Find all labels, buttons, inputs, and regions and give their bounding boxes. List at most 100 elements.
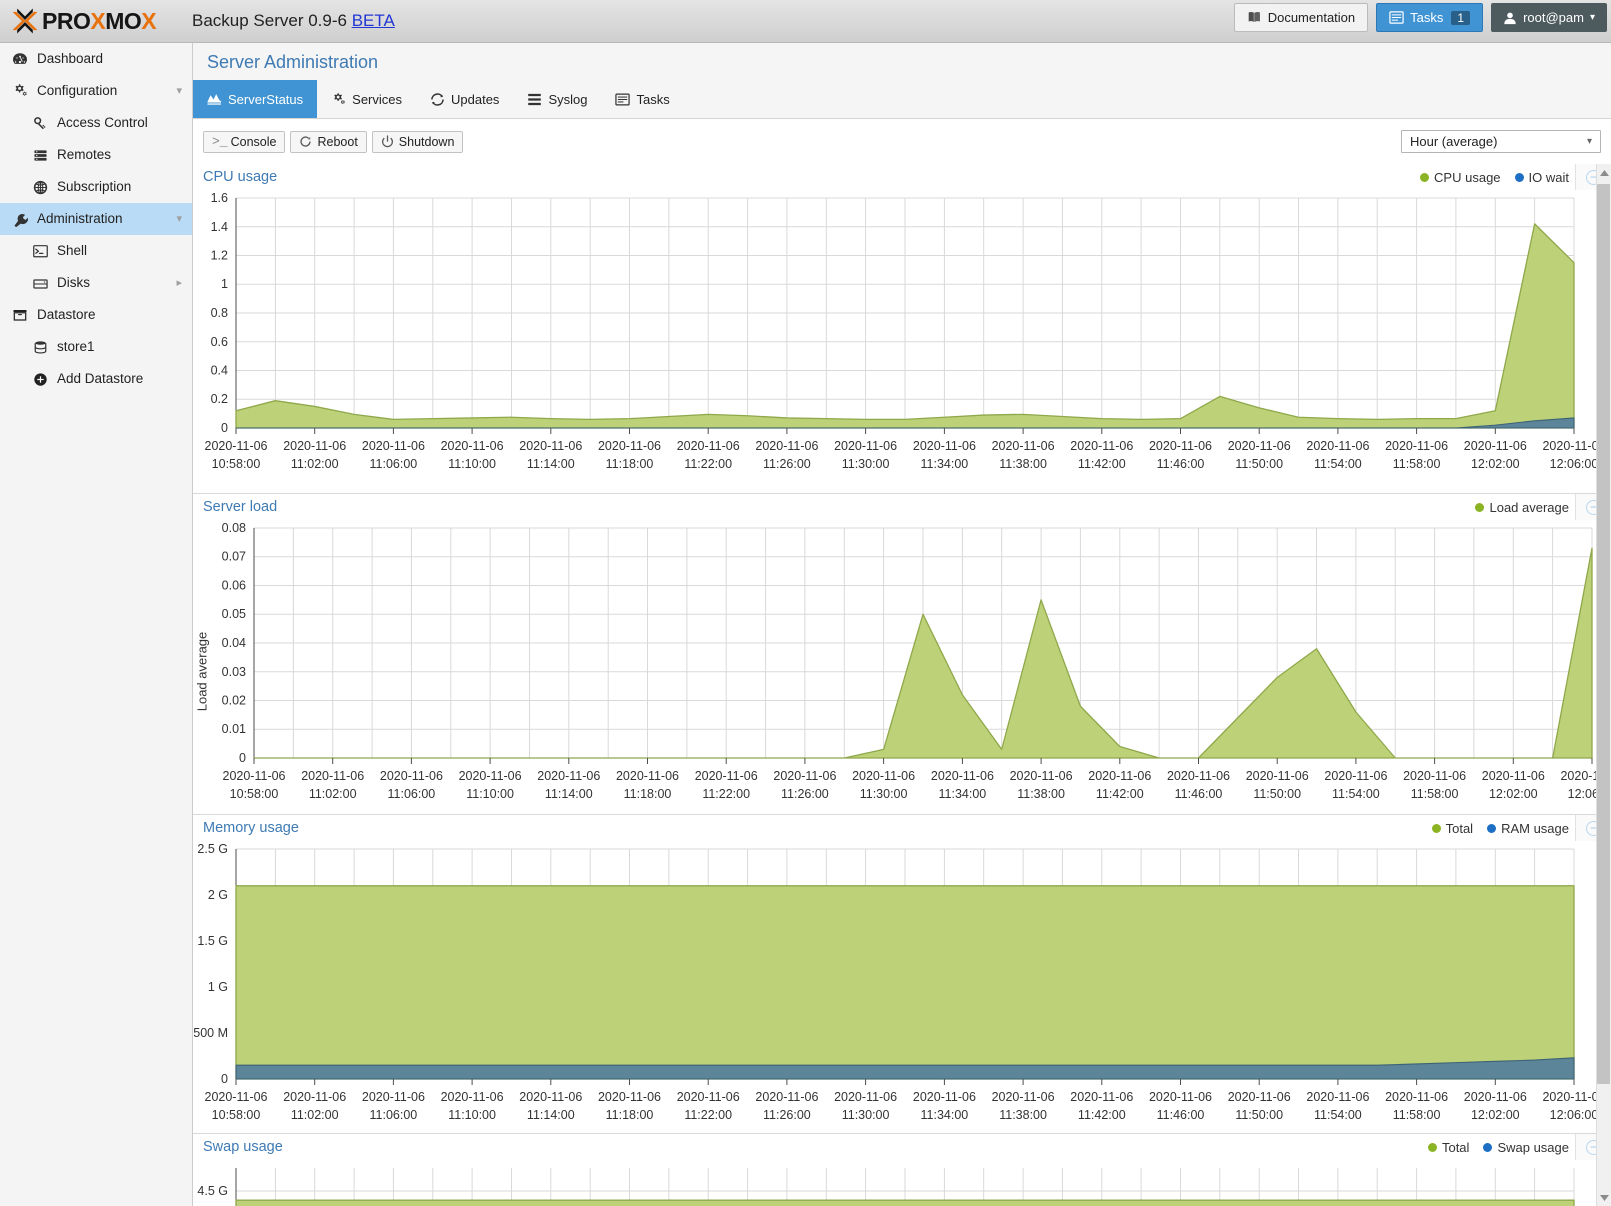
svg-text:12:02:00: 12:02:00 (1489, 787, 1538, 801)
svg-text:0: 0 (221, 1072, 228, 1086)
svg-text:0.01: 0.01 (222, 722, 246, 736)
svg-text:2020-11-06: 2020-11-06 (852, 769, 915, 783)
svg-text:11:22:00: 11:22:00 (684, 1108, 732, 1122)
svg-text:11:10:00: 11:10:00 (466, 787, 514, 801)
svg-text:1.6: 1.6 (211, 191, 228, 205)
svg-text:2.5 G: 2.5 G (197, 842, 228, 856)
svg-text:2020-11-06: 2020-11-06 (598, 439, 661, 453)
svg-text:2020-11-06: 2020-11-06 (537, 769, 600, 783)
svg-text:11:50:00: 11:50:00 (1235, 1108, 1283, 1122)
svg-text:11:14:00: 11:14:00 (545, 787, 593, 801)
svg-text:2020-11-06: 2020-11-06 (1088, 769, 1151, 783)
svg-text:12:06:00: 12:06:00 (1550, 457, 1599, 471)
svg-text:11:30:00: 11:30:00 (860, 787, 908, 801)
svg-text:11:46:00: 11:46:00 (1175, 787, 1223, 801)
svg-text:2020-11-06: 2020-11-06 (1385, 439, 1448, 453)
svg-text:0.03: 0.03 (222, 665, 246, 679)
svg-text:2020-11-06: 2020-11-06 (677, 1090, 740, 1104)
svg-text:2020-11-06: 2020-11-06 (598, 1090, 661, 1104)
svg-text:0: 0 (239, 751, 246, 765)
svg-text:2020-11-06: 2020-11-06 (992, 1090, 1055, 1104)
svg-text:2020-11-06: 2020-11-06 (519, 439, 582, 453)
svg-text:PROXMOX: PROXMOX (42, 8, 157, 34)
svg-text:11:06:00: 11:06:00 (370, 457, 418, 471)
svg-text:11:46:00: 11:46:00 (1157, 1108, 1205, 1122)
svg-text:2020-11-06: 2020-11-06 (695, 769, 758, 783)
svg-text:11:30:00: 11:30:00 (842, 1108, 890, 1122)
svg-text:0.8: 0.8 (211, 306, 228, 320)
svg-text:12:06:00: 12:06:00 (1550, 1108, 1599, 1122)
svg-text:11:54:00: 11:54:00 (1332, 787, 1380, 801)
svg-text:11:10:00: 11:10:00 (448, 457, 496, 471)
svg-text:12:02:00: 12:02:00 (1471, 1108, 1520, 1122)
svg-text:2020-11-06: 2020-11-06 (1070, 1090, 1133, 1104)
svg-text:10:58:00: 10:58:00 (212, 1108, 261, 1122)
svg-text:11:02:00: 11:02:00 (291, 1108, 339, 1122)
svg-text:11:22:00: 11:22:00 (702, 787, 750, 801)
svg-text:0.04: 0.04 (222, 636, 246, 650)
svg-text:2020-11-06: 2020-11-06 (283, 439, 346, 453)
svg-text:2020-11-06: 2020-11-06 (834, 1090, 897, 1104)
svg-text:2020-11-06: 2020-11-06 (773, 769, 836, 783)
svg-text:11:38:00: 11:38:00 (999, 1108, 1047, 1122)
svg-text:2020-11-06: 2020-11-06 (1228, 439, 1291, 453)
svg-text:2020-11-06: 2020-11-06 (931, 769, 994, 783)
svg-text:11:42:00: 11:42:00 (1096, 787, 1144, 801)
svg-text:2020-11-06: 2020-11-06 (362, 1090, 425, 1104)
svg-text:2020-11-06: 2020-11-06 (992, 439, 1055, 453)
svg-text:1: 1 (221, 277, 228, 291)
svg-text:2020-11-06: 2020-11-06 (301, 769, 364, 783)
svg-text:11:34:00: 11:34:00 (921, 457, 969, 471)
svg-text:11:26:00: 11:26:00 (763, 457, 811, 471)
svg-text:2020-11-06: 2020-11-06 (913, 439, 976, 453)
svg-text:11:30:00: 11:30:00 (842, 457, 890, 471)
svg-text:2020-11-06: 2020-11-06 (1403, 769, 1466, 783)
svg-text:11:18:00: 11:18:00 (606, 457, 654, 471)
svg-text:2020-11-06: 2020-11-06 (1228, 1090, 1291, 1104)
svg-text:2020-11-06: 2020-11-06 (677, 439, 740, 453)
svg-text:0: 0 (221, 421, 228, 435)
svg-text:1.5 G: 1.5 G (197, 934, 228, 948)
svg-text:11:06:00: 11:06:00 (388, 787, 436, 801)
svg-text:2020-11-06: 2020-11-06 (380, 769, 443, 783)
svg-text:1 G: 1 G (208, 980, 228, 994)
svg-text:11:58:00: 11:58:00 (1393, 1108, 1441, 1122)
svg-text:0.05: 0.05 (222, 607, 246, 621)
svg-text:4.5 G: 4.5 G (197, 1184, 228, 1198)
svg-text:500 M: 500 M (193, 1026, 228, 1040)
svg-text:11:22:00: 11:22:00 (684, 457, 732, 471)
svg-text:2020-11-06: 2020-11-06 (459, 769, 522, 783)
svg-text:2020-11-06: 2020-11-06 (519, 1090, 582, 1104)
svg-text:0.08: 0.08 (222, 521, 246, 535)
svg-text:1.4: 1.4 (211, 220, 228, 234)
svg-text:11:38:00: 11:38:00 (1017, 787, 1065, 801)
svg-text:11:14:00: 11:14:00 (527, 457, 575, 471)
svg-text:11:50:00: 11:50:00 (1235, 457, 1283, 471)
svg-text:11:02:00: 11:02:00 (291, 457, 339, 471)
svg-text:11:06:00: 11:06:00 (370, 1108, 418, 1122)
svg-text:2020-11-06: 2020-11-06 (913, 1090, 976, 1104)
svg-text:2020-11-06: 2020-11-06 (1464, 1090, 1527, 1104)
svg-text:11:14:00: 11:14:00 (527, 1108, 575, 1122)
svg-text:2020-11-06: 2020-11-06 (1324, 769, 1387, 783)
svg-text:0.6: 0.6 (211, 335, 228, 349)
svg-text:2020-11-06: 2020-11-06 (1167, 769, 1230, 783)
svg-text:2020-11-06: 2020-11-06 (1010, 769, 1073, 783)
svg-text:2020-11-06: 2020-11-06 (834, 439, 897, 453)
svg-text:12:02:00: 12:02:00 (1471, 457, 1520, 471)
svg-text:2020-11-06: 2020-11-06 (441, 439, 504, 453)
svg-text:11:54:00: 11:54:00 (1314, 457, 1362, 471)
svg-text:2020-11-06: 2020-11-06 (755, 439, 818, 453)
svg-text:0.4: 0.4 (211, 364, 228, 378)
svg-text:2020-11-06: 2020-11-06 (1149, 1090, 1212, 1104)
svg-text:2020-11-06: 2020-11-06 (1070, 439, 1133, 453)
svg-text:10:58:00: 10:58:00 (230, 787, 279, 801)
svg-text:2020-11-06: 2020-11-06 (755, 1090, 818, 1104)
svg-text:11:58:00: 11:58:00 (1411, 787, 1459, 801)
svg-text:2020-11-06: 2020-11-06 (204, 1090, 267, 1104)
svg-text:11:18:00: 11:18:00 (606, 1108, 654, 1122)
svg-text:11:26:00: 11:26:00 (781, 787, 829, 801)
svg-text:11:42:00: 11:42:00 (1078, 457, 1126, 471)
svg-text:2020-11-06: 2020-11-06 (204, 439, 267, 453)
svg-text:2020-11-06: 2020-11-06 (441, 1090, 504, 1104)
